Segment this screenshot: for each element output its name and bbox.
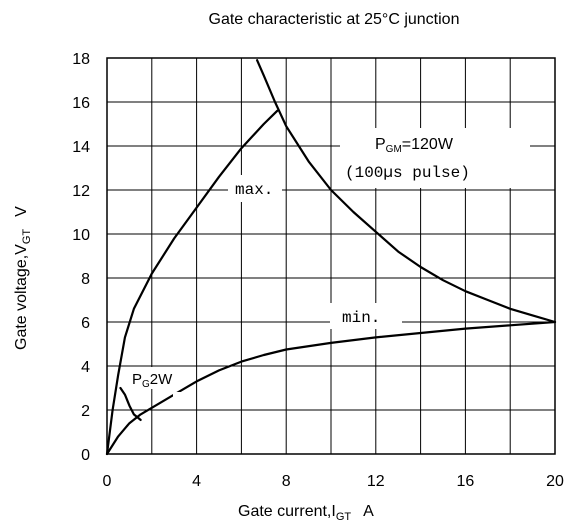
x-axis-label-sub: GT <box>336 511 352 523</box>
label-pg-p: P <box>132 371 142 388</box>
y-tick-label: 0 <box>81 447 90 464</box>
label-pg-rest: 2W <box>150 371 173 388</box>
label-mask-min-gap <box>173 392 185 404</box>
x-axis-label-main: Gate current,I <box>238 503 336 520</box>
x-axis-label: Gate current,IGT A <box>238 503 374 523</box>
series-line-pgm <box>255 59 557 324</box>
label-mask-pgm <box>340 128 530 188</box>
label-mask-min <box>330 303 402 329</box>
label-mask-pg <box>129 367 169 389</box>
y-axis-label-sub: GT <box>21 229 33 245</box>
y-tick-label: 16 <box>72 95 90 112</box>
series-line-max <box>105 109 279 456</box>
label-pgm-p: P <box>375 136 386 153</box>
label-min: min. <box>342 309 380 327</box>
label-pgm-sub: GM <box>386 144 402 155</box>
x-tick-label: 20 <box>546 473 564 490</box>
label-pgm-line1: PGM=120W <box>375 136 454 155</box>
chart-title: Gate characteristic at 25°C junction <box>209 11 460 28</box>
label-max: max. <box>235 181 273 199</box>
grid <box>107 58 555 454</box>
x-tick-label: 4 <box>192 473 201 490</box>
y-tick-labels: 0 2 4 6 8 10 12 14 16 18 <box>72 51 90 464</box>
y-tick-label: 4 <box>81 359 90 376</box>
y-tick-label: 18 <box>72 51 90 68</box>
x-tick-label: 16 <box>457 473 475 490</box>
y-axis-label: Gate voltage,VGT V <box>13 206 33 350</box>
y-tick-label: 10 <box>72 227 90 244</box>
y-tick-label: 12 <box>72 183 90 200</box>
label-pgm-rest: =120W <box>402 136 454 153</box>
series-group <box>105 59 557 456</box>
x-tick-label: 0 <box>103 473 112 490</box>
y-tick-label: 2 <box>81 403 90 420</box>
plot-frame <box>106 57 556 455</box>
y-axis-label-unit: V <box>13 206 30 217</box>
x-tick-labels: 0 4 8 12 16 20 <box>103 473 564 490</box>
x-tick-label: 12 <box>367 473 385 490</box>
y-axis-label-main: Gate voltage,V <box>13 244 30 350</box>
label-mask-max <box>228 175 282 202</box>
x-tick-label: 8 <box>282 473 291 490</box>
label-pgm-line2: (100µs pulse) <box>345 164 470 182</box>
series-line-pg <box>119 386 142 421</box>
x-axis-label-unit: A <box>363 503 374 520</box>
label-pg-sub: G <box>142 379 150 390</box>
y-tick-label: 14 <box>72 139 90 156</box>
y-tick-label: 6 <box>81 315 90 332</box>
label-pg: PG2W <box>132 371 173 390</box>
y-tick-label: 8 <box>81 271 90 288</box>
